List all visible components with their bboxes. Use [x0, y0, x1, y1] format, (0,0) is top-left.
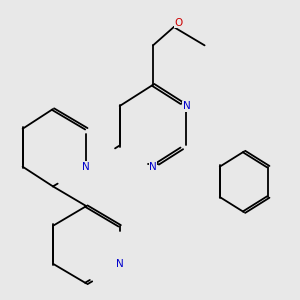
Text: N: N — [149, 162, 157, 172]
Text: N: N — [182, 101, 190, 111]
Text: O: O — [175, 18, 183, 28]
Text: N: N — [82, 162, 90, 172]
Text: N: N — [116, 259, 124, 269]
